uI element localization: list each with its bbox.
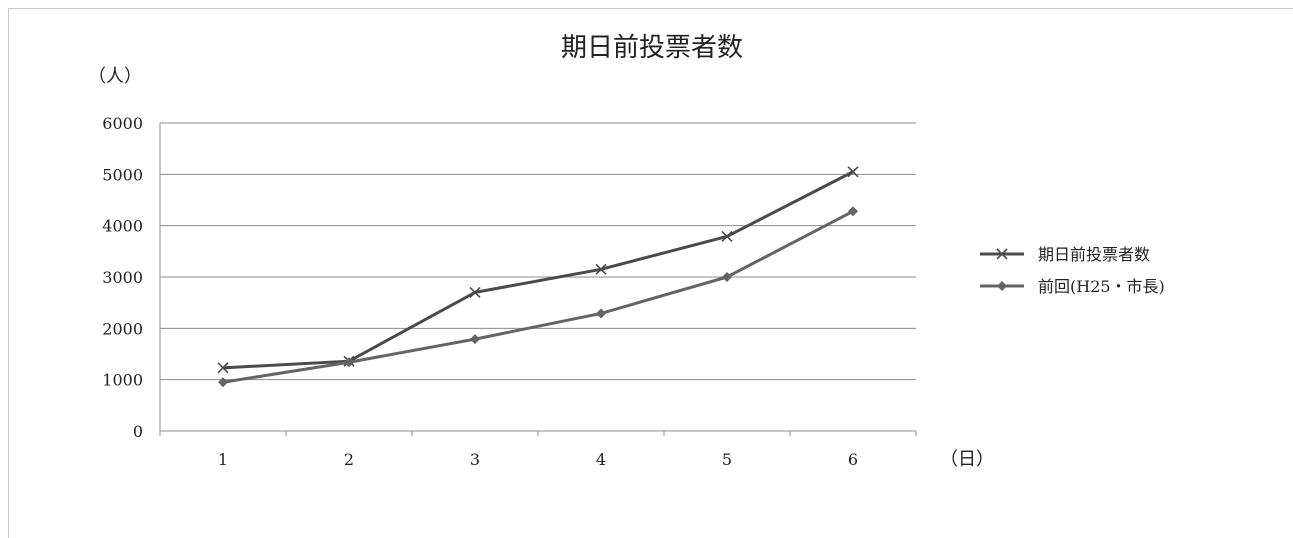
x-tick-label: 4 (596, 450, 606, 469)
x-marker-stroke (721, 230, 733, 243)
y-tick-label: 6000 (102, 114, 143, 133)
series-1 (217, 166, 859, 374)
y-tick-label: 5000 (102, 165, 143, 184)
x-marker-stroke (996, 248, 1008, 260)
series-2 (218, 206, 858, 388)
data-point (721, 230, 733, 243)
x-tick-labels: 1 2 3 4 5 6 (218, 450, 858, 469)
chart-frame (8, 8, 1293, 538)
y-tick-label: 3000 (102, 268, 143, 287)
y-tick-label: 4000 (102, 217, 143, 236)
y-tick-labels: 0 1000 2000 3000 4000 5000 6000 (102, 114, 143, 441)
chart-title: 期日前投票者数 (561, 33, 743, 63)
data-point (847, 166, 859, 178)
y-tick-label: 2000 (102, 319, 143, 338)
diamond-marker (997, 281, 1007, 291)
x-marker (996, 248, 1008, 260)
x-marker-stroke (469, 286, 481, 298)
data-point (218, 377, 228, 388)
y-tick-label: 0 (133, 422, 143, 441)
data-point (469, 286, 481, 298)
x-axis-unit-label: （日） (940, 449, 994, 470)
x-marker-stroke (595, 263, 607, 275)
legend-item-1: 期日前投票者数 (980, 245, 1150, 264)
legend-label: 期日前投票者数 (1038, 245, 1150, 264)
series-line (222, 209, 854, 384)
data-point (596, 308, 606, 319)
x-marker-stroke (847, 166, 859, 178)
x-tick-label: 2 (344, 450, 354, 469)
legend-label: 前回(H25・市長) (1038, 277, 1165, 296)
x-marker-stroke (217, 362, 229, 374)
data-point (217, 362, 229, 374)
x-tick-label: 5 (722, 450, 732, 469)
x-tick-label: 3 (470, 450, 480, 469)
legend-item-2: 前回(H25・市長) (980, 277, 1165, 296)
data-point (344, 357, 354, 368)
x-tick-label: 1 (218, 450, 228, 469)
data-point (848, 206, 858, 217)
x-tick-label: 6 (848, 450, 858, 469)
series-lines (217, 166, 859, 388)
axes (159, 123, 917, 436)
gridlines (160, 122, 916, 381)
data-point (722, 272, 732, 282)
series-line (222, 170, 854, 370)
y-tick-label: 1000 (102, 371, 143, 390)
data-point (470, 334, 480, 345)
y-axis-unit-label: （人） (88, 66, 142, 87)
data-point (595, 263, 607, 275)
